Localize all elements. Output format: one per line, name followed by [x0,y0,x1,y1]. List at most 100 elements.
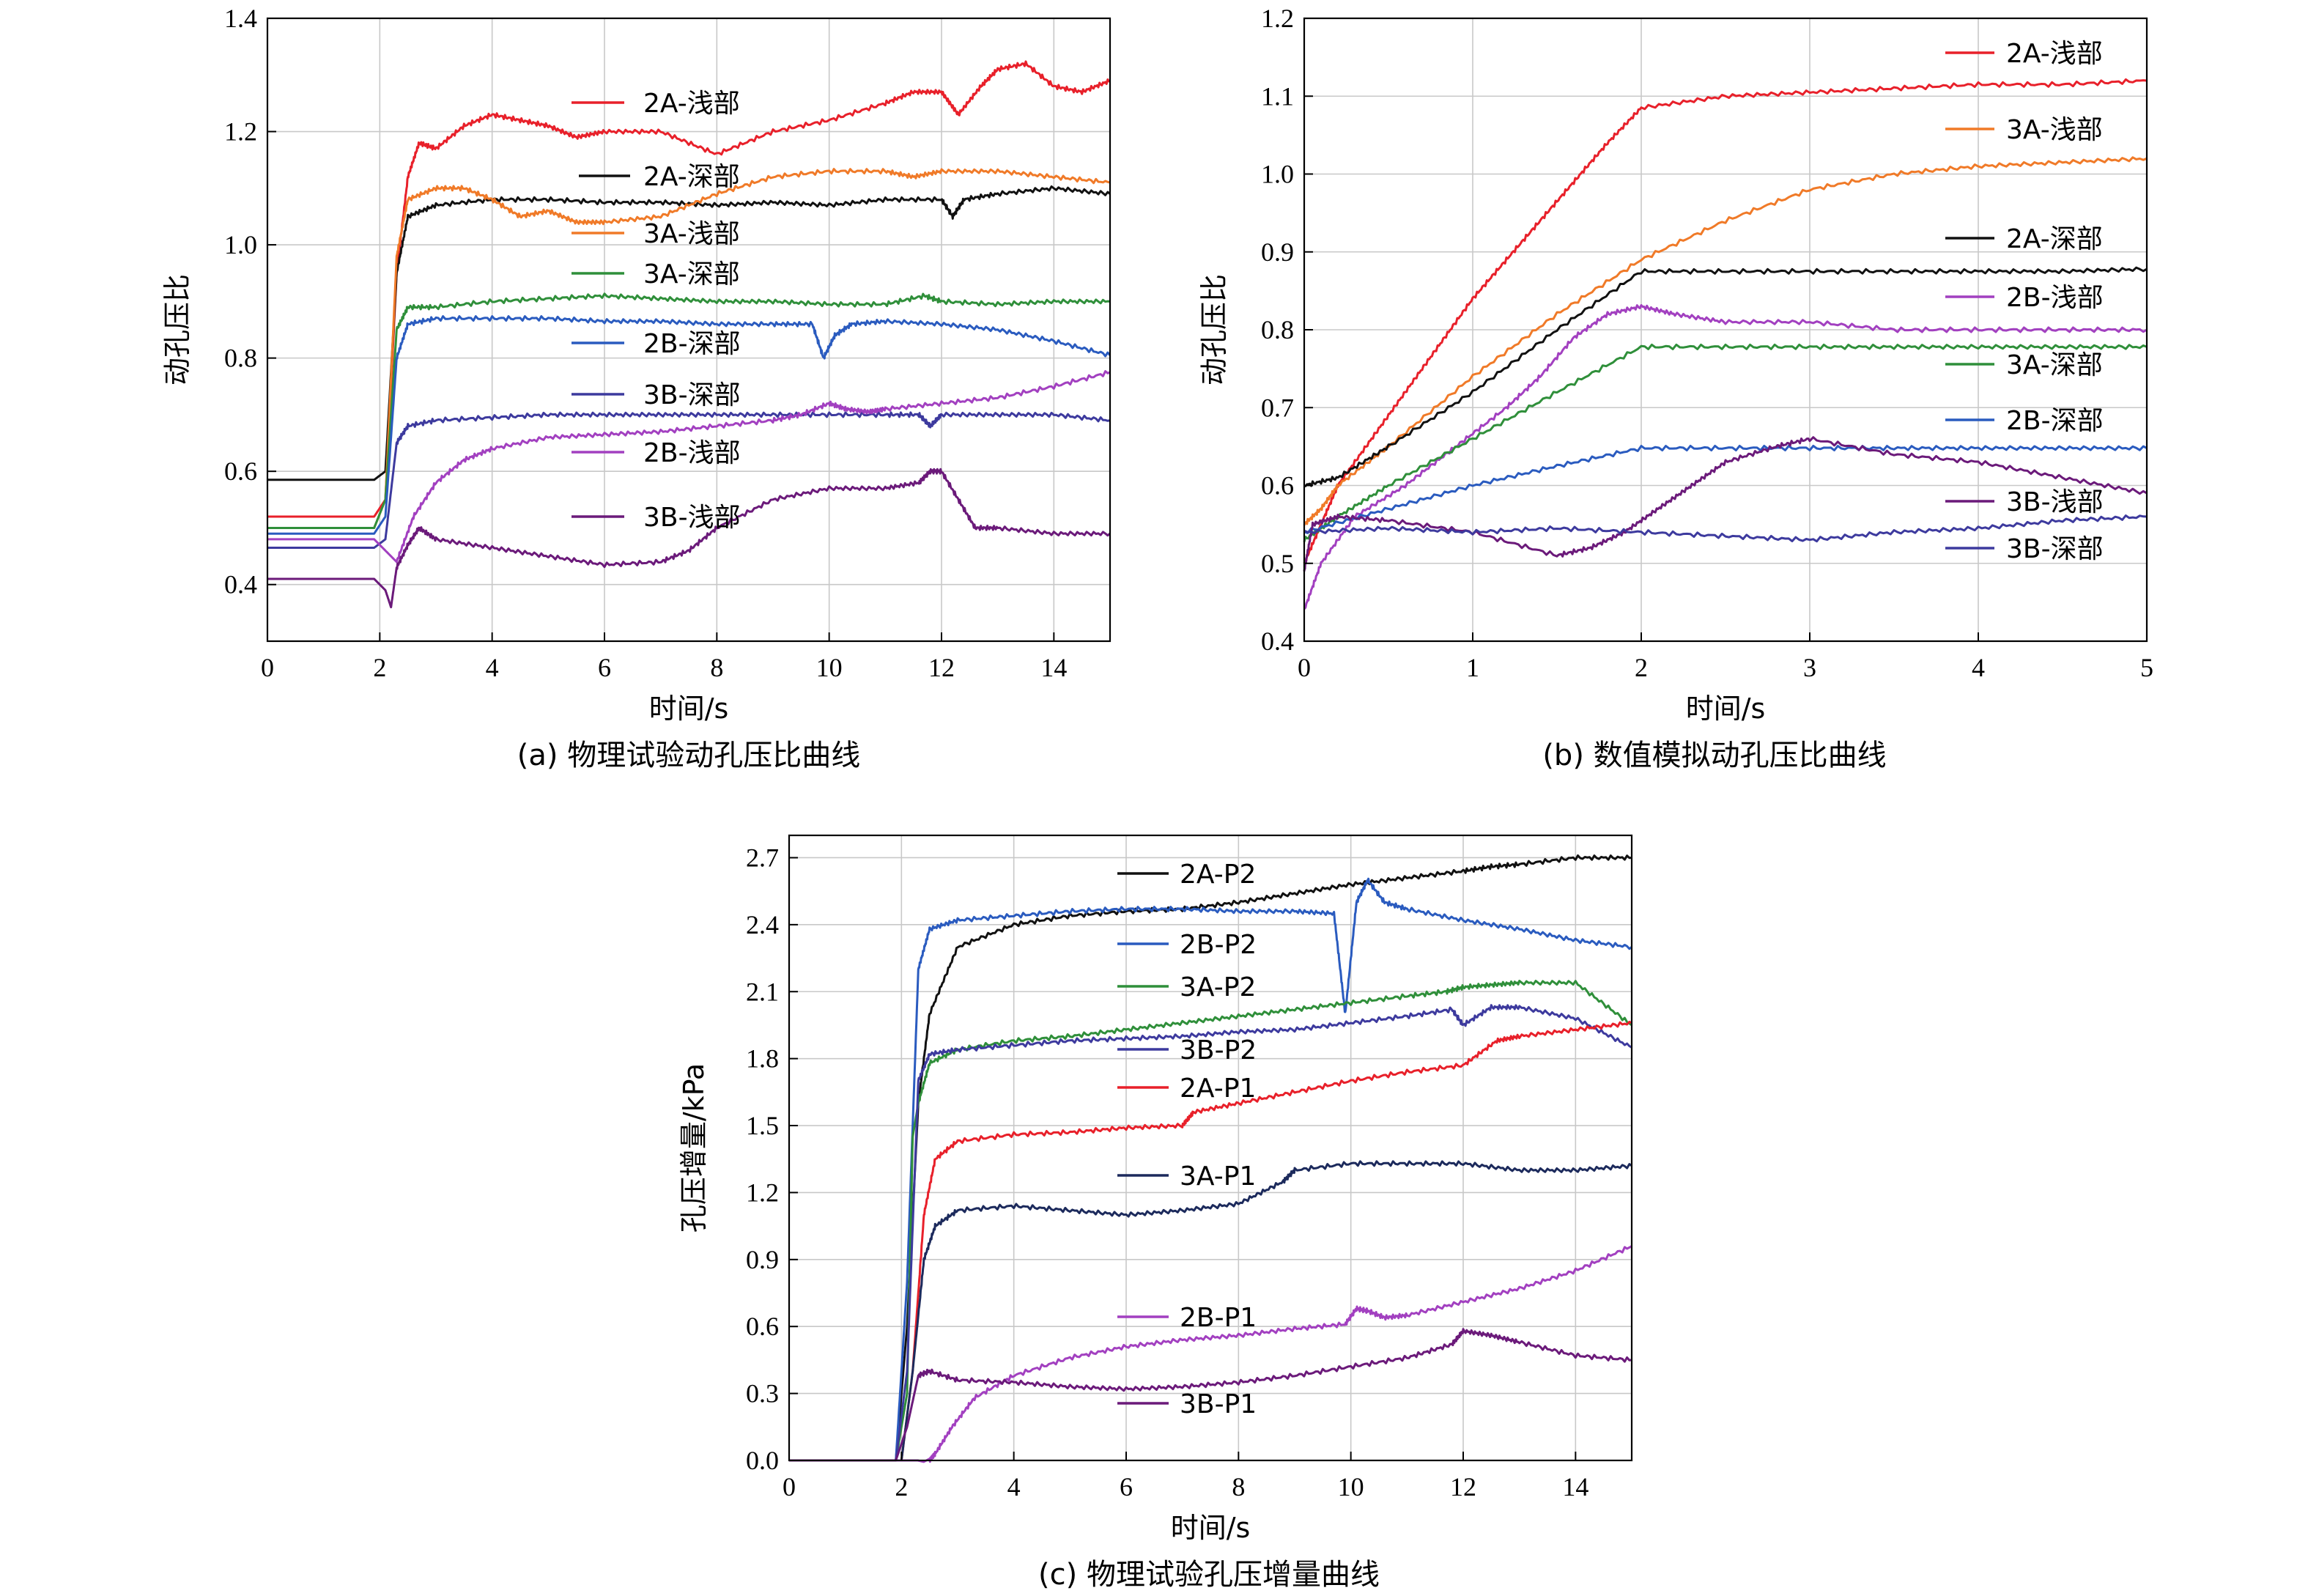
y-tick-label: 0.6 [1261,471,1294,500]
legend-label: 2B-P2 [1180,930,1257,960]
legend-label: 2A-深部 [643,162,740,192]
legend: 2A-浅部 2A-深部 3A-浅部 3A-深部 2B-深部 3B-深部 2B-浅部 3B-浅部 [572,89,741,533]
series-line-3A-P2 [789,980,1632,1462]
legend-label: 2B-P1 [1180,1303,1257,1333]
panel-caption: (c) 物理试验孔压增量曲线 [1038,1558,1380,1592]
plot-frame [788,834,1633,1462]
legend-label: 2A-P1 [1180,1074,1256,1104]
grid [267,18,1110,641]
series-line-3A-浅部 [267,168,1111,529]
legend-label: 3A-深部 [2006,350,2103,380]
x-tick-label: 4 [1972,653,1985,682]
x-tick-label: 4 [486,653,499,682]
series-line-2B-P2 [789,877,1632,1462]
x-axis-title: 时间/s [649,692,729,725]
series-line-3B-P1 [789,1328,1632,1462]
x-tick-label: 12 [1450,1472,1476,1501]
panel-caption: (a) 物理试验动孔压比曲线 [517,739,860,772]
y-tick-label: 1.0 [1261,160,1294,189]
x-tick-label: 10 [1338,1472,1364,1501]
series-line-2A-深部 [1303,266,2148,487]
series-line-3A-浅部 [1303,156,2148,526]
axes: 0 2 4 6 8 10 12 14 0.0 0.3 0.6 0.9 1.2 1.5 1.8 2.1 2.4 2.… [746,843,1588,1501]
y-tick-label: 0.3 [746,1379,779,1408]
series-line-3A-深部 [1303,343,2148,542]
x-axis-title: 时间/s [1171,1512,1251,1544]
x-tick-label: 3 [1803,653,1816,682]
x-tick-label: 2 [1635,653,1648,682]
legend-label: 3B-深部 [2006,534,2104,564]
y-tick-label: 0.8 [224,344,257,373]
y-tick-label: 1.8 [746,1044,779,1074]
legend-label: 3B-深部 [643,380,741,410]
legend: 2A-浅部 3A-浅部 2A-深部 2B-浅部 3A-深部 2B-深部 3B-浅部 3B-深部 [1945,39,2104,564]
legend-label: 2A-P2 [1180,860,1256,890]
legend-label: 3A-浅部 [2006,115,2103,145]
y-axis-title: 动孔压比 [161,274,193,385]
chart-panel-a: 0 2 4 6 8 10 12 14 0.4 0.6 0.8 1.0 1.2 1.4 时间/s 动孔压比 2A-… [161,4,1112,772]
y-axis-title: 孔压增量/kPa [678,1063,710,1233]
x-axis-title: 时间/s [1686,692,1766,725]
y-tick-label: 0.0 [746,1446,779,1475]
x-tick-label: 6 [1120,1472,1133,1501]
plot-frame [266,17,1112,643]
x-tick-label: 2 [895,1472,908,1501]
legend-label: 3B-P1 [1180,1389,1257,1419]
legend-label: 2B-深部 [2006,406,2104,436]
legend-label: 2A-浅部 [2006,39,2103,69]
series-line-3B-P2 [789,1004,1632,1462]
x-tick-label: 14 [1040,653,1067,682]
x-tick-label: 2 [373,653,386,682]
series-line-2B-浅部 [1303,304,2148,610]
series-line-2A-浅部 [267,60,1111,518]
series-line-2B-深部 [1303,445,2148,534]
x-tick-label: 6 [598,653,611,682]
y-tick-label: 1.0 [224,230,257,259]
y-tick-label: 0.9 [1261,237,1294,267]
y-tick-label: 0.5 [1261,549,1294,578]
legend-label: 2A-深部 [2006,224,2103,254]
series-line-2B-深部 [267,315,1112,535]
x-tick-label: 8 [710,653,723,682]
series-line-3A-深部 [267,292,1111,529]
chart-panel-b: 0 1 2 3 4 5 0.4 0.5 0.6 0.7 0.8 0.9 1.0 1.1 1.2 时间/s 动孔压… [1198,4,2153,772]
y-tick-label: 1.1 [1261,81,1294,111]
legend-label: 2B-浅部 [643,438,741,468]
x-tick-label: 10 [816,653,843,682]
series-line-3B-深部 [1303,514,2148,543]
y-tick-label: 0.8 [1261,315,1294,344]
legend-label: 2A-浅部 [643,89,740,119]
legend-label: 3B-P2 [1180,1035,1257,1065]
series-group [789,854,1632,1463]
legend-label: 3A-浅部 [643,219,740,249]
legend-label: 3B-浅部 [2006,487,2104,517]
x-tick-label: 8 [1232,1472,1245,1501]
legend-label: 3A-P1 [1180,1161,1256,1192]
y-tick-label: 1.2 [1261,4,1294,33]
y-tick-label: 0.4 [1261,627,1294,656]
series-line-2A-浅部 [1303,78,2148,564]
y-tick-label: 0.6 [224,457,257,486]
legend: 2A-P2 2B-P2 3A-P2 3B-P2 2A-P1 3A-P1 2B-P1 3B-P1 [1117,860,1257,1419]
y-tick-label: 1.4 [224,4,257,33]
legend-label: 2B-浅部 [2006,283,2104,313]
y-axis-title: 动孔压比 [1198,274,1230,385]
x-tick-label: 1 [1466,653,1479,682]
y-tick-label: 1.2 [746,1178,779,1207]
series-line-3B-浅部 [267,468,1111,609]
legend-label: 3A-P2 [1180,972,1256,1002]
chart-panel-c: 0 2 4 6 8 10 12 14 0.0 0.3 0.6 0.9 1.2 1.5 1.8 2.1 2.4 2.… [678,834,1633,1592]
series-group [1303,78,2148,610]
x-tick-label: 12 [928,653,955,682]
y-tick-label: 2.4 [746,910,779,939]
x-tick-label: 0 [261,653,274,682]
series-line-2B-P1 [789,1245,1632,1463]
y-tick-label: 2.7 [746,843,779,872]
x-tick-label: 5 [2140,653,2153,682]
y-tick-label: 1.2 [224,117,257,147]
y-tick-label: 2.1 [746,977,779,1006]
series-line-2A-P1 [789,1021,1632,1462]
x-tick-label: 0 [1298,653,1311,682]
y-tick-label: 0.4 [224,570,257,599]
